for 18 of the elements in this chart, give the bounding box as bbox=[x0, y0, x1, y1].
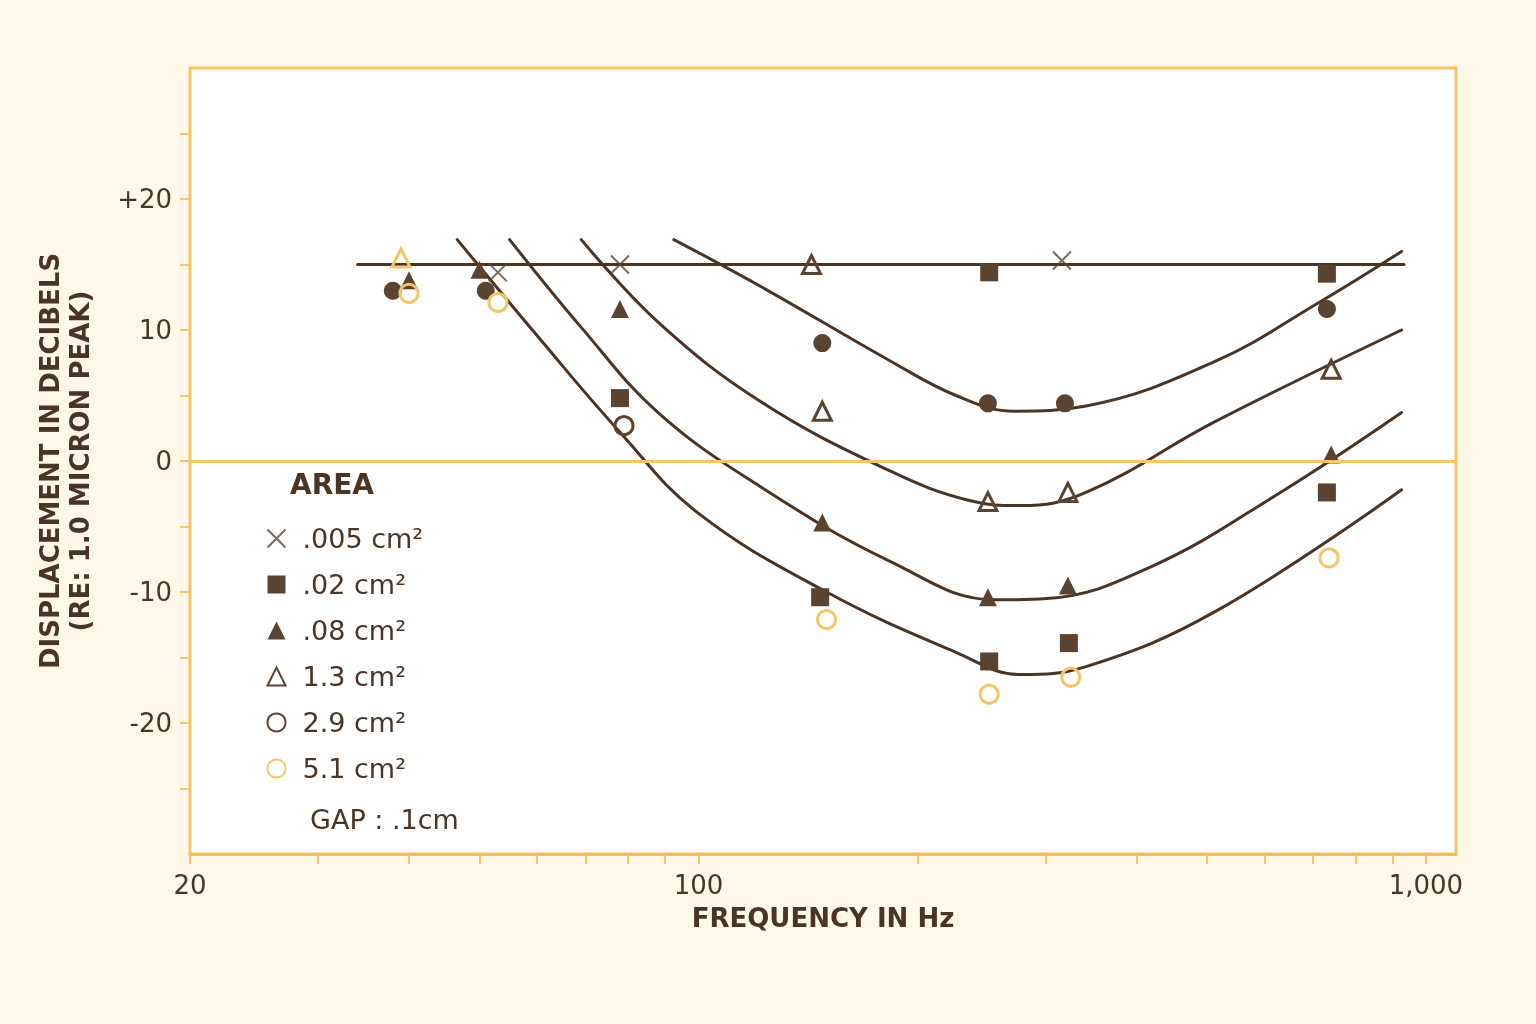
y-axis-title: DISPLACEMENT IN DECIBELS (RE: 1.0 MICRON PEAK) bbox=[35, 252, 95, 670]
x-tick-label: 100 bbox=[673, 870, 724, 900]
legend-title: AREA bbox=[290, 467, 375, 501]
annotation: GAP : .1cm bbox=[310, 804, 459, 835]
x-tick-label: 1,000 bbox=[1388, 870, 1464, 900]
legend-label: .02 cm² bbox=[302, 569, 406, 600]
legend-label: .08 cm² bbox=[302, 615, 406, 646]
legend-label: .005 cm² bbox=[302, 523, 424, 554]
y-tick-label: 10 bbox=[138, 315, 172, 345]
y-tick-label: -10 bbox=[129, 577, 172, 607]
y-tick-label: 0 bbox=[155, 446, 172, 476]
legend-label: 5.1 cm² bbox=[302, 753, 406, 784]
x-tick-label: 20 bbox=[173, 870, 207, 900]
legend-label: 1.3 cm² bbox=[302, 661, 406, 692]
y-tick-label: +20 bbox=[117, 184, 172, 214]
y-tick-label: -20 bbox=[129, 708, 172, 738]
x-axis-title: FREQUENCY IN Hz bbox=[691, 902, 955, 933]
legend-label: 2.9 cm² bbox=[302, 707, 406, 738]
